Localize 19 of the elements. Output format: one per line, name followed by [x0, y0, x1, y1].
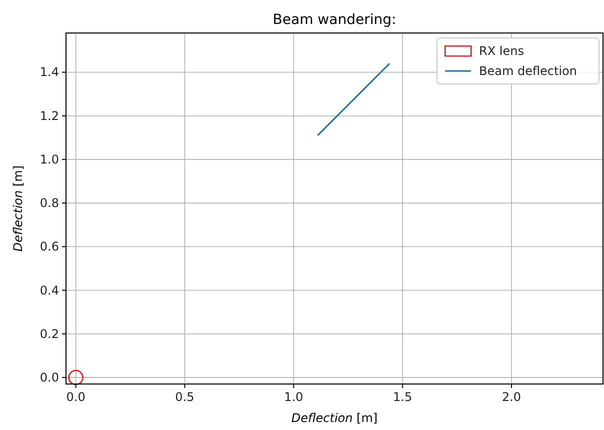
y-tick-label: 0.2	[40, 326, 59, 341]
line-series	[316, 62, 390, 136]
y-tick-label: 1.4	[40, 65, 59, 80]
y-axis-title: Deflection [m]	[11, 165, 25, 252]
x-tick-label: 2.0	[502, 390, 522, 404]
x-tick-label: 0.5	[175, 390, 194, 404]
legend-label: RX lens	[479, 44, 524, 58]
y-tick-label: 0.6	[40, 240, 59, 254]
x-tick-label: 1.0	[284, 390, 304, 404]
y-tick-label: 0.4	[40, 283, 59, 298]
x-tick-label: 0.0	[66, 390, 86, 404]
x-tick-label: 1.5	[393, 390, 412, 404]
chart-title: Beam wandering:	[272, 12, 396, 28]
y-tick-label: 0.0	[40, 370, 59, 384]
x-axis-title: Deflection [m]	[291, 411, 378, 425]
y-tick-label: 1.2	[40, 108, 59, 123]
y-tick-label: 0.8	[40, 196, 59, 210]
legend-label: Beam deflection	[479, 64, 577, 78]
y-tick-label: 1.0	[40, 152, 59, 166]
